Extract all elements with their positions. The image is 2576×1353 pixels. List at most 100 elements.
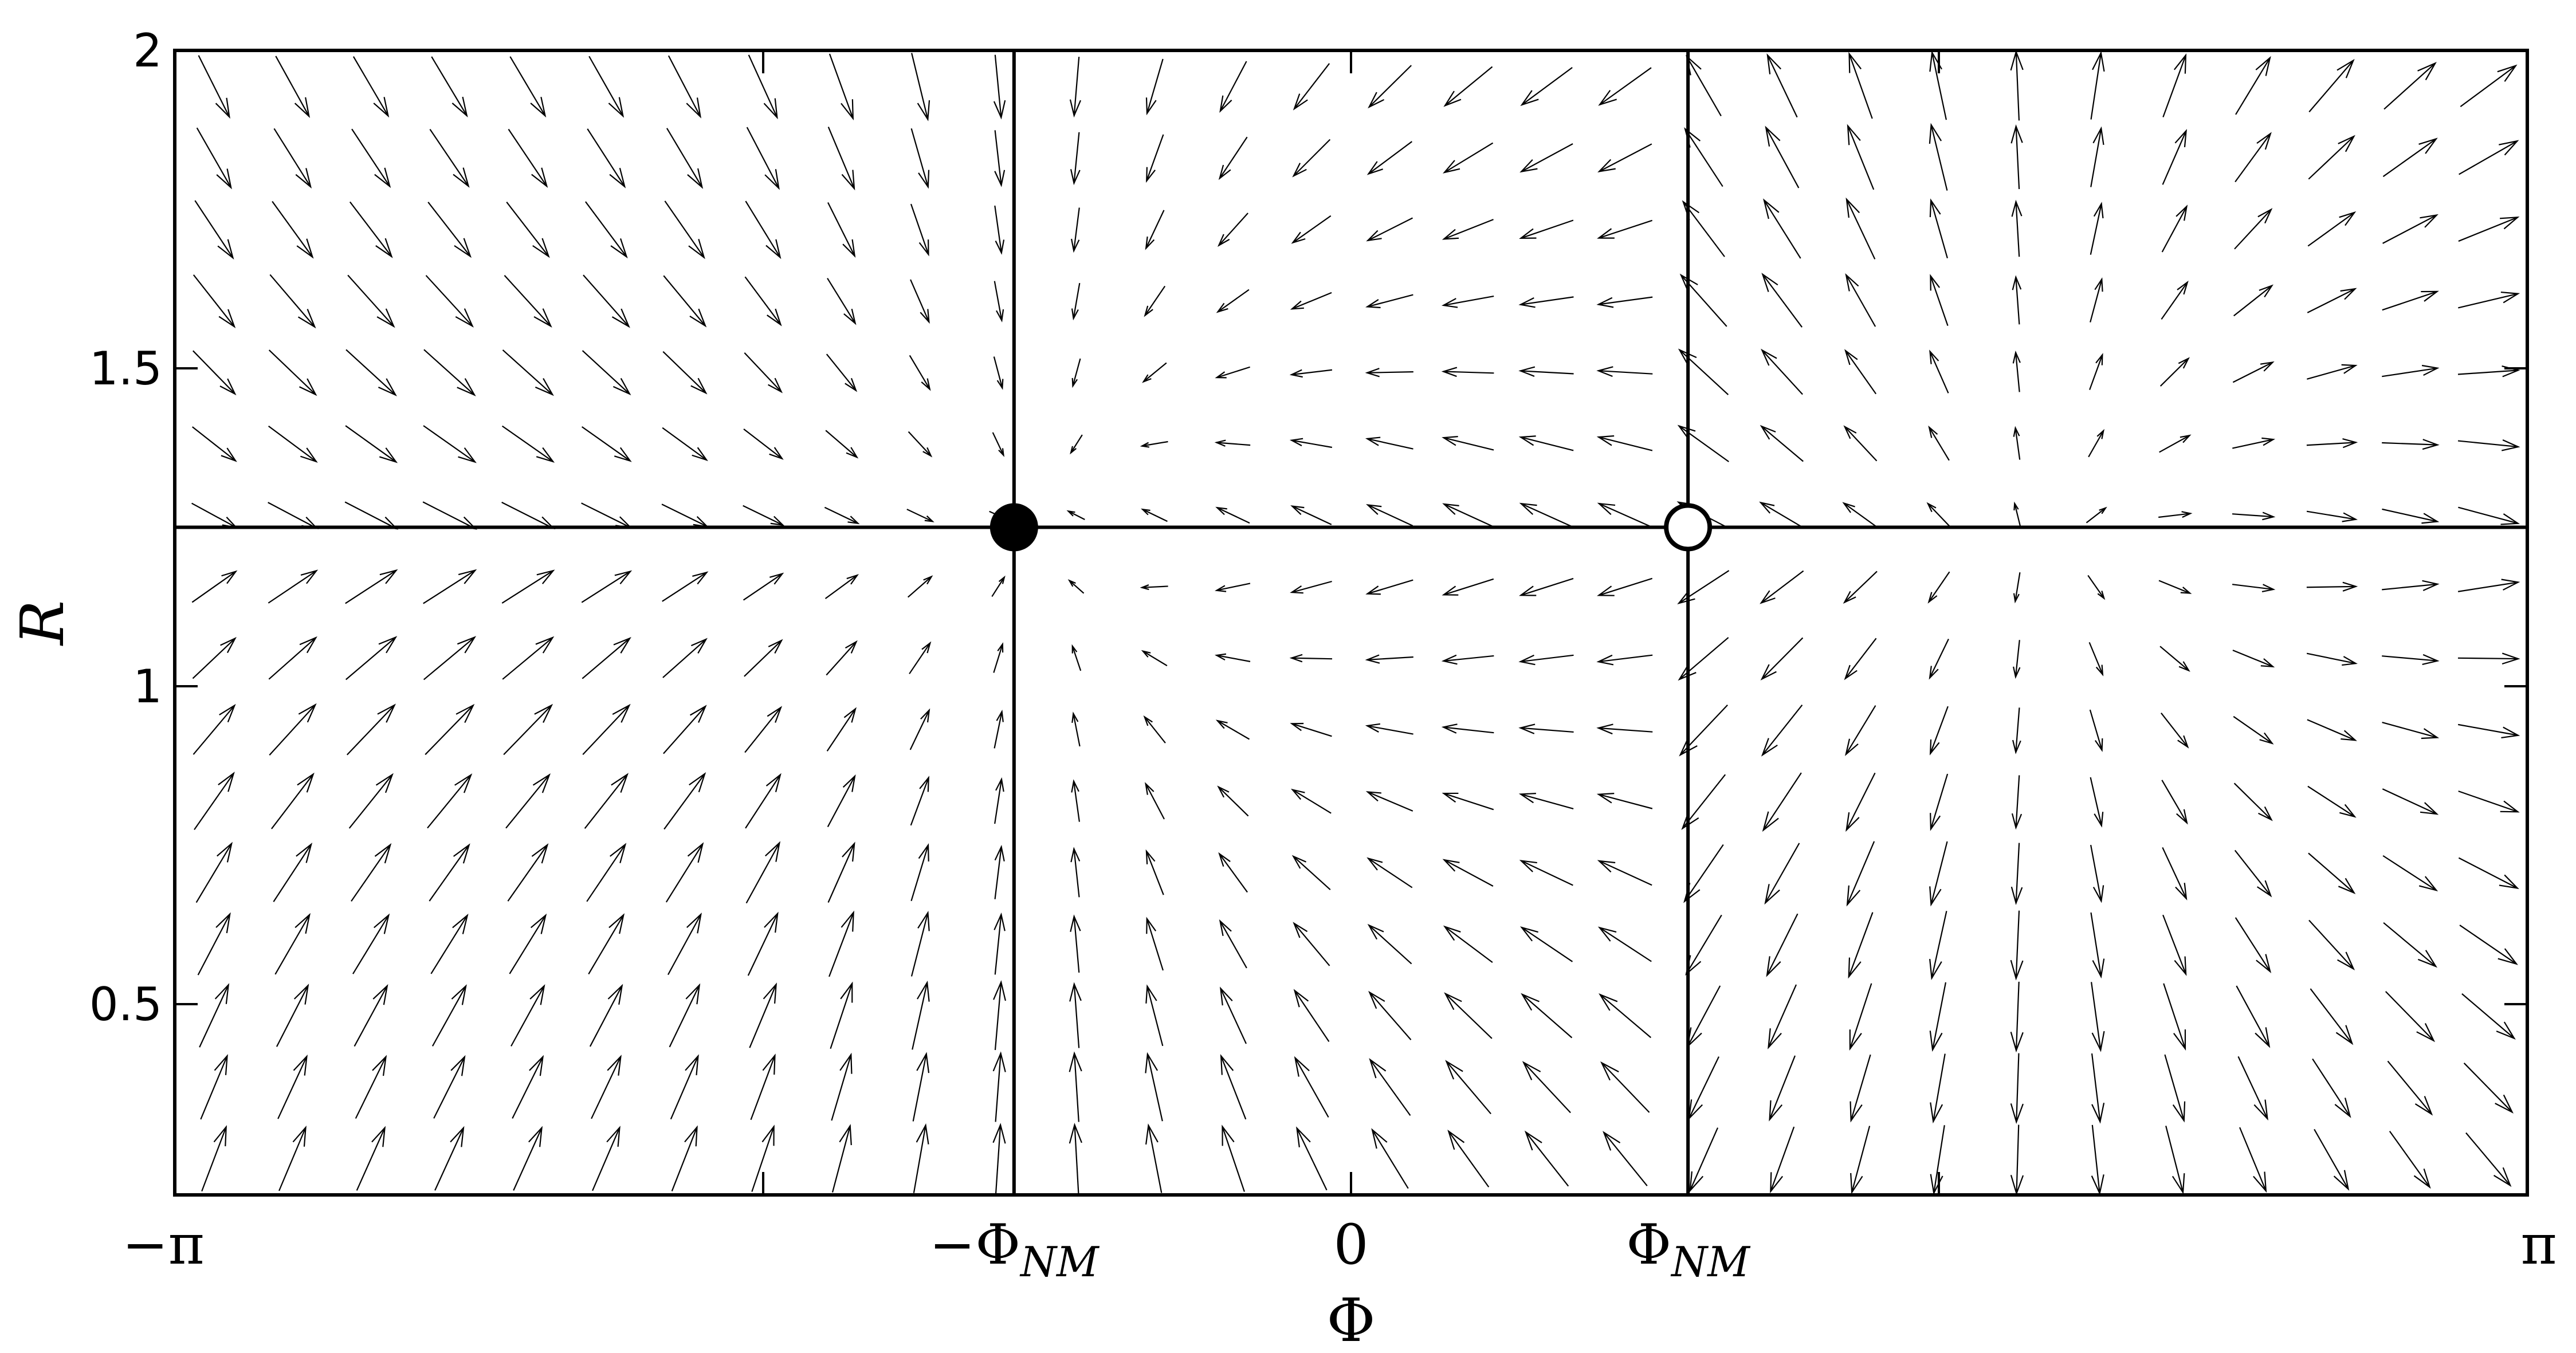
field-arrow: [1290, 722, 1332, 737]
field-arrow: [198, 55, 230, 119]
field-arrow: [2091, 982, 2105, 1052]
field-arrow: [2308, 58, 2355, 113]
field-arrow: [1926, 502, 1951, 528]
field-arrow: [2233, 715, 2274, 745]
field-arrow: [2307, 288, 2357, 313]
field-arrow: [910, 776, 929, 826]
field-arrow: [1368, 990, 1412, 1040]
field-arrow: [2459, 925, 2518, 965]
y-tick-label: 2: [133, 24, 162, 77]
field-arrow: [275, 56, 311, 119]
field-arrow: [1441, 723, 1494, 734]
field-arrow: [661, 504, 709, 528]
field-arrow: [2010, 49, 2024, 121]
field-arrow: [2090, 202, 2104, 255]
field-arrow: [433, 1055, 466, 1119]
field-arrow: [1928, 425, 1950, 461]
field-arrow: [1596, 654, 1653, 666]
field-arrow: [268, 636, 317, 680]
field-arrow: [268, 502, 319, 529]
field-arrow: [749, 982, 777, 1048]
field-arrow: [2307, 211, 2357, 247]
field-arrow: [1140, 584, 1168, 591]
field-arrow: [748, 54, 778, 120]
field-arrow: [195, 841, 233, 903]
field-arrow: [1366, 141, 1413, 175]
field-arrow: [2013, 640, 2021, 679]
field-arrow: [1294, 1056, 1329, 1118]
field-arrow: [2382, 214, 2438, 244]
field-arrow: [1596, 793, 1653, 809]
field-arrow: [1443, 66, 1493, 107]
field-arrow: [2382, 580, 2440, 591]
field-arrow: [991, 575, 1006, 597]
field-arrow: [277, 1055, 308, 1119]
field-arrow: [743, 505, 785, 526]
field-arrow: [1760, 424, 1804, 462]
field-arrow: [1145, 1123, 1163, 1193]
field-arrow: [273, 842, 313, 902]
field-arrow: [1145, 782, 1165, 820]
field-arrow: [1686, 54, 1722, 116]
field-arrow: [1366, 857, 1413, 888]
field-arrow: [201, 1125, 227, 1192]
field-arrow: [1849, 983, 1872, 1051]
field-arrow: [354, 984, 388, 1047]
field-arrow: [1070, 207, 1080, 253]
field-arrow: [193, 703, 236, 755]
field-arrow: [2163, 983, 2186, 1051]
field-arrow: [1597, 860, 1652, 886]
field-arrow: [1929, 911, 1947, 980]
field-arrow: [513, 1126, 543, 1191]
field-arrow: [1596, 723, 1653, 735]
x-tick-label: π: [2520, 1213, 2557, 1277]
field-arrow: [662, 638, 708, 678]
field-arrow: [671, 1125, 698, 1191]
field-arrow: [1524, 1130, 1569, 1187]
field-arrow: [1596, 366, 1653, 377]
x-tick-label: −ΦNM: [929, 1213, 1100, 1286]
field-arrow: [1929, 349, 1949, 394]
field-arrow: [2011, 199, 2023, 257]
field-arrow: [2389, 1131, 2431, 1189]
field-arrow: [2012, 275, 2022, 325]
field-arrow: [1292, 139, 1331, 178]
field-arrow: [1844, 705, 1876, 756]
field-arrow: [994, 281, 1004, 322]
field-arrow: [2382, 137, 2438, 178]
field-arrow: [423, 569, 477, 604]
field-arrow: [1141, 650, 1168, 667]
field-arrow: [993, 980, 1007, 1051]
field-arrow: [1365, 654, 1413, 664]
field-arrow: [2233, 284, 2273, 317]
field-arrow: [1369, 1058, 1411, 1116]
field-arrow: [994, 709, 1004, 749]
field-arrow: [1218, 136, 1248, 180]
field-arrow: [992, 1123, 1006, 1194]
field-arrow: [1447, 1130, 1490, 1187]
field-arrow: [196, 127, 232, 190]
field-arrow: [910, 128, 930, 189]
field-arrow: [1843, 571, 1878, 604]
field-arrow: [1070, 914, 1081, 973]
field-arrow: [507, 843, 549, 902]
field-arrow: [2458, 790, 2520, 813]
field-arrow: [1769, 1055, 1796, 1122]
field-arrow: [1219, 919, 1247, 969]
field-arrow: [1764, 843, 1800, 905]
field-arrow: [1521, 993, 1573, 1039]
field-arrow: [504, 274, 552, 328]
field-arrow: [431, 984, 467, 1047]
field-arrow: [1366, 504, 1413, 526]
field-arrow: [2458, 506, 2520, 525]
field-arrow: [2232, 361, 2275, 383]
field-arrow: [345, 636, 398, 681]
field-arrow: [2162, 914, 2187, 976]
field-arrow: [2382, 508, 2440, 524]
field-arrow: [1293, 989, 1330, 1042]
field-arrow: [430, 914, 469, 974]
field-arrow: [910, 910, 930, 977]
field-arrow: [2232, 437, 2276, 449]
field-arrow: [1214, 439, 1251, 447]
field-arrow: [2013, 426, 2021, 460]
